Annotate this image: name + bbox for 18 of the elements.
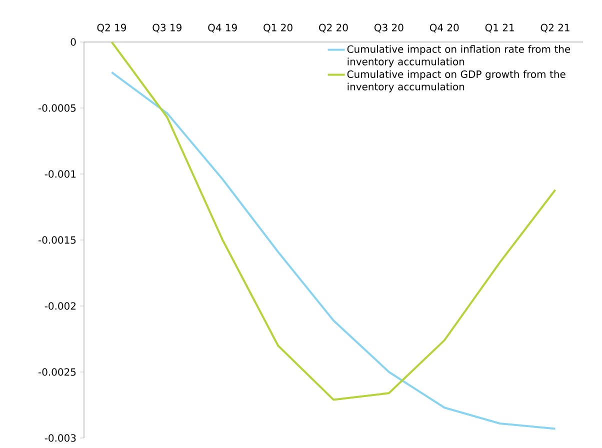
x-tick-label: Q3 20 xyxy=(374,24,404,32)
y-tick-label: -0.001 xyxy=(44,170,76,178)
x-tick-label: Q2 21 xyxy=(540,24,570,32)
y-tick-label: -0.003 xyxy=(44,434,76,442)
y-tick-label: 0 xyxy=(70,38,76,46)
y-tick-label: -0.0025 xyxy=(38,368,76,376)
x-tick-label: Q4 20 xyxy=(430,24,459,32)
legend-label: Cumulative impact on GDP growth from the inventory accumulation xyxy=(347,70,566,92)
legend-label: Cumulative impact on inflation rate from the inventory accumulation xyxy=(347,45,570,68)
x-tick-label: Q4 19 xyxy=(208,24,237,32)
y-tick-label: -0.002 xyxy=(44,302,76,310)
x-tick-label: Q2 19 xyxy=(97,24,126,32)
x-tick-label: Q3 19 xyxy=(152,24,182,32)
x-tick-label: Q1 20 xyxy=(264,24,292,32)
x-tick-label: Q2 20 xyxy=(319,24,348,32)
y-tick-label: -0.0005 xyxy=(38,104,76,112)
y-tick-label: -0.0015 xyxy=(38,236,76,244)
x-tick-label: Q1 21 xyxy=(485,24,514,32)
